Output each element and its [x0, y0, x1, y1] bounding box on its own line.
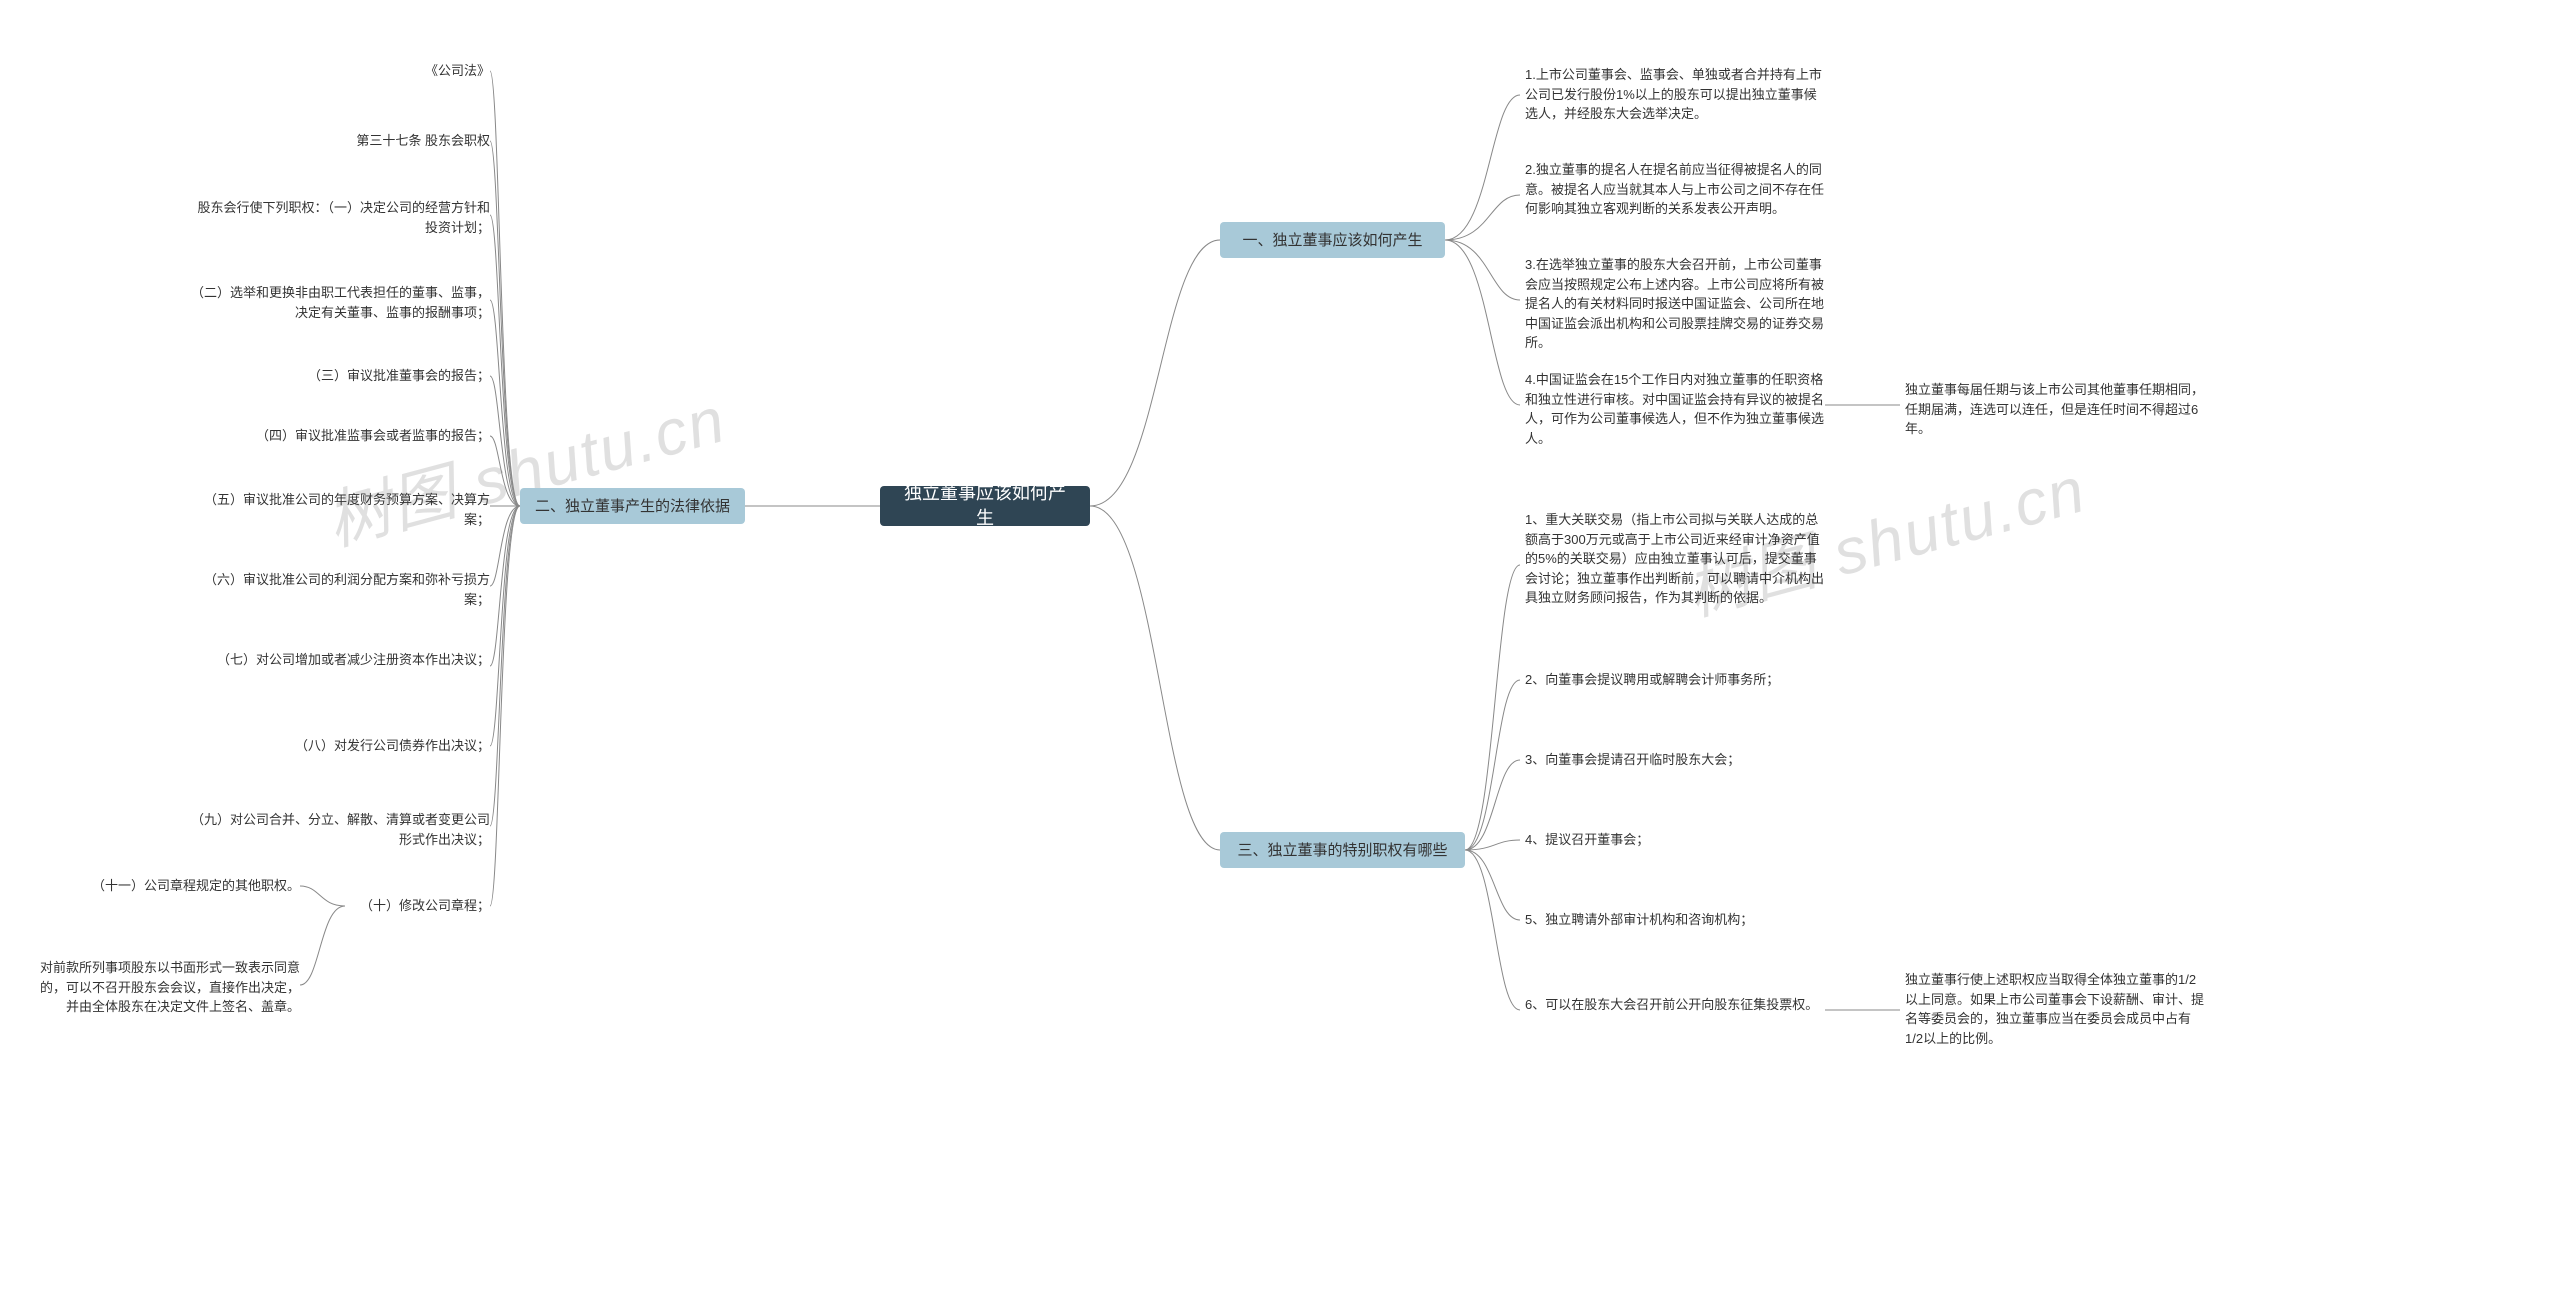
b2-item-6: （四）审议批准监事会或者监事的报告； [190, 426, 490, 446]
b2-item-12: （十）修改公司章程； [345, 896, 490, 916]
b3-item-2: 2、向董事会提议聘用或解聘会计师事务所； [1525, 670, 1825, 690]
branch-3: 三、独立董事的特别职权有哪些 [1220, 832, 1465, 868]
b3-item-3: 3、向董事会提请召开临时股东大会； [1525, 750, 1825, 770]
b1-item-4: 4.中国证监会在15个工作日内对独立董事的任职资格和独立性进行审核。对中国证监会… [1525, 370, 1825, 448]
b1-item-2: 2.独立董事的提名人在提名前应当征得被提名人的同意。被提名人应当就其本人与上市公… [1525, 160, 1825, 219]
b2-item-8: （六）审议批准公司的利润分配方案和弥补亏损方案； [190, 570, 490, 609]
watermark-1: 树图 shutu.cn [315, 369, 735, 564]
root-node: 独立董事应该如何产生 [880, 486, 1090, 526]
b1-item-1: 1.上市公司董事会、监事会、单独或者合并持有上市公司已发行股份1%以上的股东可以… [1525, 65, 1825, 124]
b1-item-3: 3.在选举独立董事的股东大会召开前，上市公司董事会应当按照规定公布上述内容。上市… [1525, 255, 1825, 353]
b3-item-6: 6、可以在股东大会召开前公开向股东征集投票权。 [1525, 995, 1825, 1015]
b2-item-10: （八）对发行公司债券作出决议； [190, 736, 490, 756]
b2-item-3: 股东会行使下列职权：（一）决定公司的经营方针和投资计划； [190, 198, 490, 237]
b2-item-2: 第三十七条 股东会职权 [190, 131, 490, 151]
branch-2: 二、独立董事产生的法律依据 [520, 488, 745, 524]
b3-item-4: 4、提议召开董事会； [1525, 830, 1825, 850]
b1-item-4a: 独立董事每届任期与该上市公司其他董事任期相同，任期届满，连选可以连任，但是连任时… [1905, 380, 2205, 439]
b2-item-7: （五）审议批准公司的年度财务预算方案、决算方案； [190, 490, 490, 529]
branch-1: 一、独立董事应该如何产生 [1220, 222, 1445, 258]
b3-item-5: 5、独立聘请外部审计机构和咨询机构； [1525, 910, 1825, 930]
b2-item-12b: 对前款所列事项股东以书面形式一致表示同意的，可以不召开股东会会议，直接作出决定，… [40, 958, 300, 1017]
b2-item-4: （二）选举和更换非由职工代表担任的董事、监事，决定有关董事、监事的报酬事项； [190, 283, 490, 322]
b3-item-1: 1、重大关联交易（指上市公司拟与关联人达成的总额高于300万元或高于上市公司近来… [1525, 510, 1825, 608]
b2-item-1: 《公司法》 [190, 61, 490, 81]
b2-item-5: （三）审议批准董事会的报告； [190, 366, 490, 386]
b2-item-12a: （十一）公司章程规定的其他职权。 [40, 876, 300, 896]
b2-item-9: （七）对公司增加或者减少注册资本作出决议； [190, 650, 490, 670]
b2-item-11: （九）对公司合并、分立、解散、清算或者变更公司形式作出决议； [190, 810, 490, 849]
b3-item-6a: 独立董事行使上述职权应当取得全体独立董事的1/2以上同意。如果上市公司董事会下设… [1905, 970, 2205, 1048]
